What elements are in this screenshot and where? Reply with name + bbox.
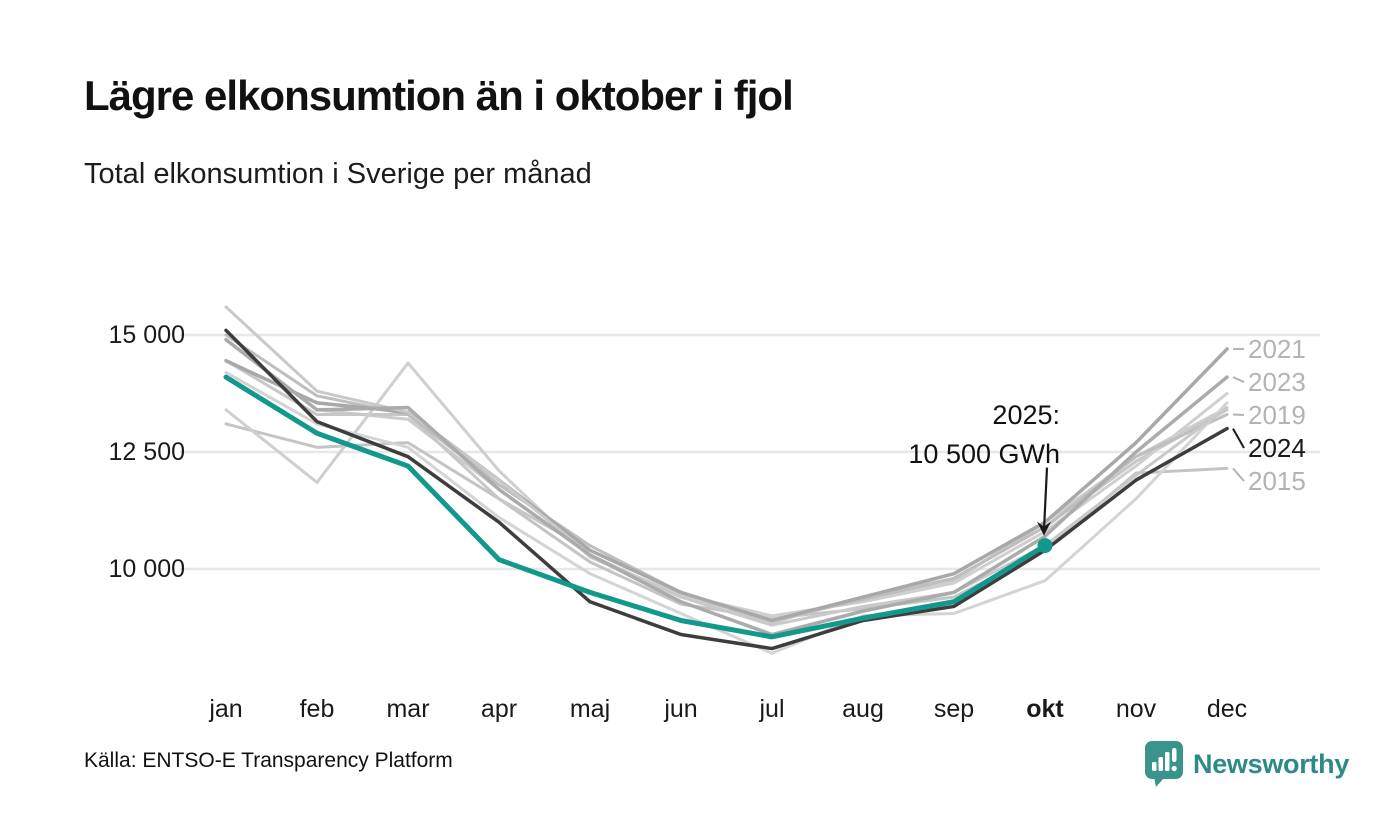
x-tick-label-dec: dec [1206, 695, 1248, 723]
label-connector [1232, 376, 1245, 383]
x-tick-label-jun: jun [664, 695, 698, 723]
annotation-year: 2025: [992, 400, 1060, 430]
series-end-dot [1037, 538, 1053, 554]
logo-wordmark: Newsworthy [1193, 748, 1350, 779]
x-tick-label-feb: feb [299, 695, 335, 723]
series-line-2023 [224, 337, 1229, 637]
x-tick-label-sep: sep [933, 695, 975, 723]
y-tick-label: 10 000 [108, 555, 185, 583]
x-tick-label-mar: mar [386, 695, 430, 723]
series-line-2020 [224, 370, 1229, 655]
annotation-value: 10 500 GWh [908, 439, 1060, 470]
x-tick-label-jul: jul [759, 695, 785, 723]
chart-subtitle: Total elkonsumtion i Sverige per månad [84, 158, 592, 190]
x-tick-label-jan: jan [209, 695, 243, 723]
latest-value-annotation: 2025: 10 500 GWh [908, 396, 1060, 474]
y-tick-label: 12 500 [108, 438, 185, 466]
page-title: Lägre elkonsumtion än i oktober i fjol [84, 72, 794, 119]
series-end-label-2023: 2023 [1248, 367, 1306, 398]
x-tick-label-aug: aug [842, 695, 884, 723]
series-line-2018 [224, 361, 1229, 618]
newsworthy-logo: Newsworthy [1144, 740, 1349, 788]
label-connector [1232, 428, 1245, 449]
x-tick-label-nov: nov [1115, 695, 1157, 723]
newsworthy-bubble-icon [1145, 741, 1183, 787]
label-connector [1232, 467, 1245, 482]
series-end-label-2015: 2015 [1248, 466, 1306, 497]
annotation-arrow-shaft [1042, 467, 1049, 530]
x-tick-label-maj: maj [569, 695, 611, 723]
series-line-2022 [224, 305, 1229, 627]
series-end-label-2021: 2021 [1248, 334, 1306, 365]
y-tick-label: 15 000 [108, 321, 185, 349]
series-line-2024 [224, 328, 1229, 651]
series-end-label-2024: 2024 [1248, 433, 1306, 464]
series-line-2025 [223, 374, 1048, 640]
series-line-2016 [224, 338, 1229, 620]
x-tick-label-okt: okt [1026, 695, 1064, 723]
series-end-label-2019: 2019 [1248, 400, 1306, 431]
annotation-arrow-head [1037, 521, 1051, 536]
x-tick-label-apr: apr [480, 695, 518, 723]
series-line-2021 [224, 347, 1229, 623]
series-line-2019 [224, 333, 1229, 622]
source-note: Källa: ENTSO-E Transparency Platform [84, 749, 453, 772]
series-line-2017 [224, 359, 1229, 625]
